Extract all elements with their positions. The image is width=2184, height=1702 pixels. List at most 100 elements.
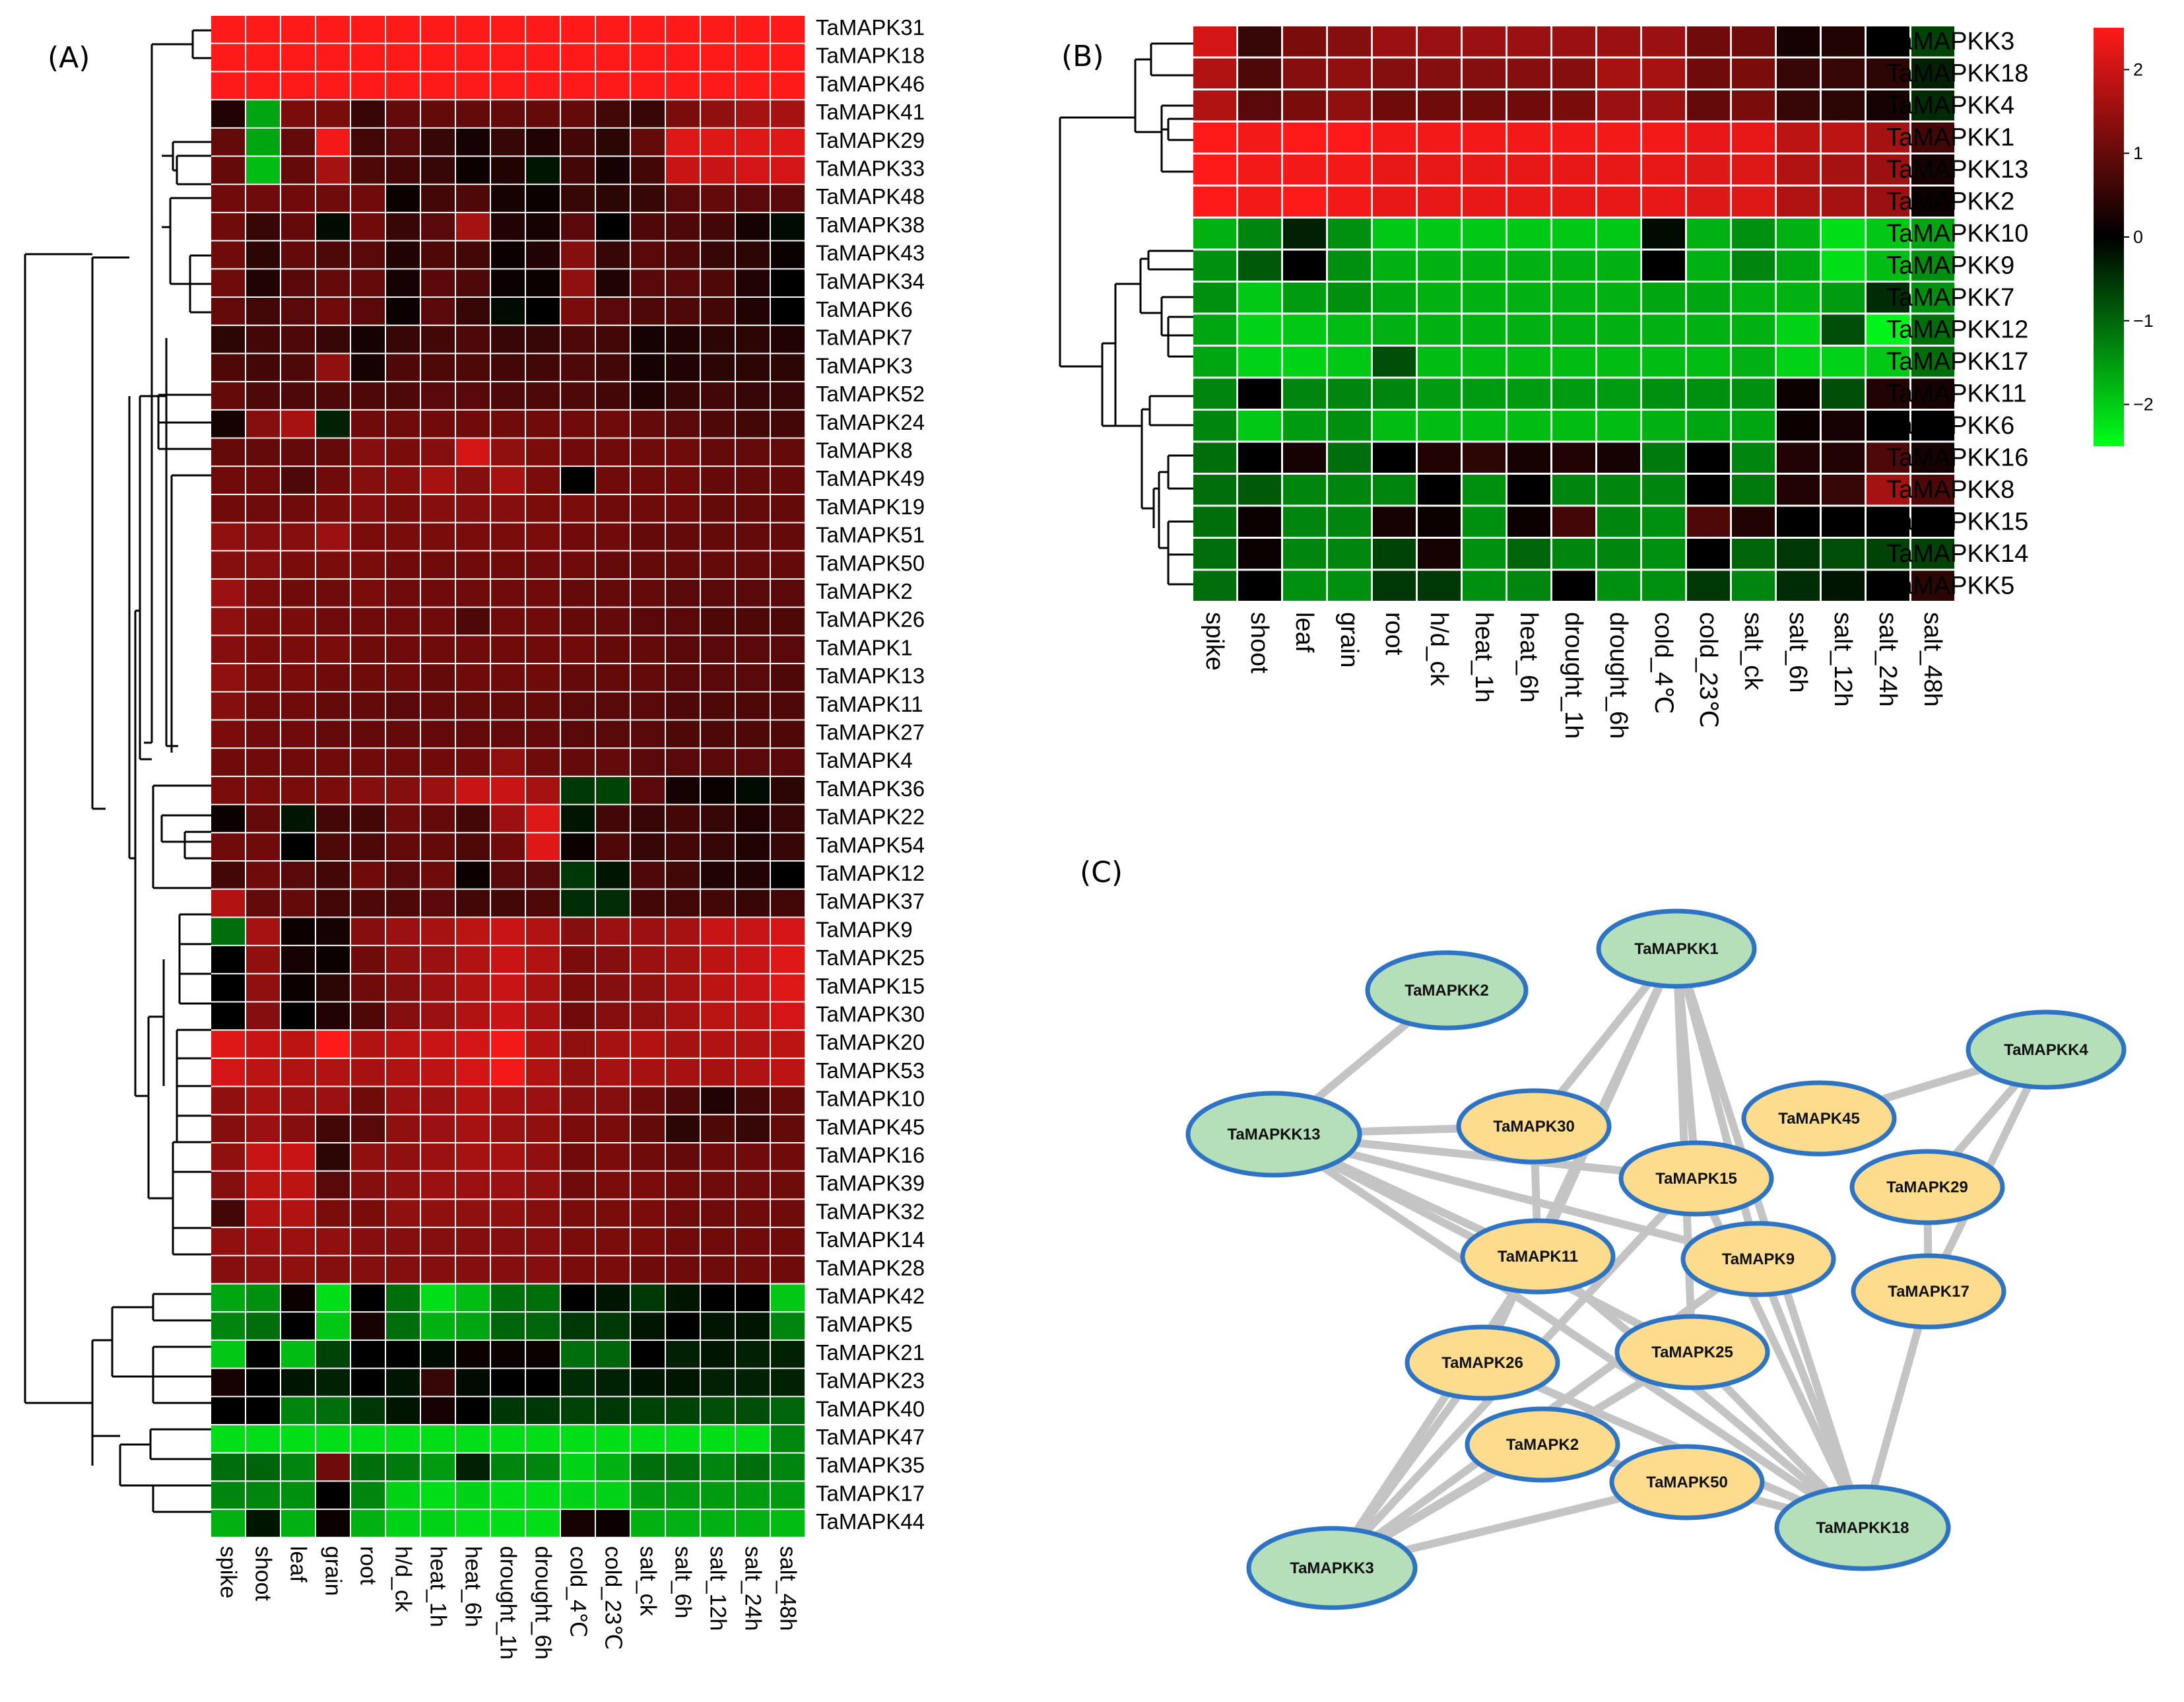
heatmap-a-row-label-tamapk27: TaMAPK27 (816, 720, 925, 745)
heatmap-a-cell-tamapk30-cold-4 (561, 1002, 595, 1030)
heatmap-b-cell-tamapkk5-leaf (1283, 570, 1326, 601)
heatmap-b-cell-tamapkk10-cold-23 (1687, 219, 1730, 249)
heatmap-a-cell-tamapk50-drought-1h (491, 551, 525, 578)
heatmap-b-cell-tamapkk13-grain (1328, 154, 1371, 185)
heatmap-a-cell-tamapk26-h-d-ck (386, 607, 420, 635)
heatmap-b-cell-tamapkk1-cold-4 (1642, 122, 1685, 153)
heatmap-b-cell-tamapkk13-heat-6h (1507, 154, 1550, 185)
heatmap-a-cell-tamapk41-shoot (246, 100, 280, 127)
heatmap-a-cell-tamapk19-salt-24h (736, 494, 770, 522)
heatmap-b-cell-tamapkk1-heat-1h (1463, 122, 1506, 153)
heatmap-a-cell-tamapk49-salt-24h (736, 467, 770, 494)
heatmap-b-cell-tamapkk12-shoot (1238, 314, 1281, 345)
network-node-shape (1618, 1140, 1774, 1217)
heatmap-b-cell-tamapkk14-salt-24h (1867, 539, 1909, 569)
heatmap-a-cell-tamapk46-salt-48h (771, 72, 805, 100)
heatmap-a-cell-tamapk42-spike (211, 1284, 245, 1312)
heatmap-a-cell-tamapk54-heat-6h (456, 833, 490, 860)
heatmap-a-cell-tamapk21-root (351, 1340, 385, 1368)
heatmap-a-cell-tamapk27-root (351, 720, 385, 748)
heatmap-a-cell-tamapk41-salt-24h (736, 100, 770, 127)
heatmap-a-cell-tamapk11-cold-23 (596, 692, 630, 720)
heatmap-a-cell-tamapk54-h-d-ck (386, 833, 420, 860)
heatmap-b-row-label-tamapkk18: TaMAPKK18 (1886, 59, 2028, 87)
heatmap-b-row-label-tamapkk15: TaMAPKK15 (1886, 508, 2028, 535)
heatmap-a-cell-tamapk13-h-d-ck (386, 664, 420, 691)
heatmap-a-cell-tamapk16-salt-6h (666, 1143, 700, 1171)
heatmap-a-row-label-tamapk48: TaMAPK48 (816, 184, 925, 209)
heatmap-b-cell-tamapkk14-leaf (1283, 539, 1326, 569)
network-node-shape (1456, 1088, 1612, 1165)
heatmap-a-cell-tamapk35-salt-6h (666, 1453, 700, 1481)
heatmap-a-cell-tamapk22-cold-23 (596, 805, 630, 833)
heatmap-b-cell-tamapkk12-salt-12h (1822, 314, 1865, 345)
heatmap-a-cell-tamapk41-drought-6h (526, 100, 560, 127)
heatmap-a-cell-tamapk31-grain (316, 16, 350, 43)
heatmap-b-cell-tamapkk10-root (1373, 219, 1416, 249)
heatmap-b-cell-tamapkk6-drought-6h (1597, 411, 1640, 441)
heatmap-a-cell-tamapk46-leaf (281, 72, 315, 100)
heatmap-a-row-label-tamapk26: TaMAPK26 (816, 607, 925, 632)
heatmap-b-column-label-grain: grain (1335, 612, 1363, 668)
heatmap-a-cell-tamapk15-grain (316, 974, 350, 1002)
heatmap-a-row-label-tamapk43: TaMAPK43 (816, 241, 925, 265)
heatmap-a-column-label-h-d-ck: h/d_ck (391, 1546, 416, 1613)
heatmap-a-cell-tamapk44-salt-12h (701, 1510, 735, 1537)
heatmap-a-cell-tamapk9-leaf (281, 918, 315, 945)
heatmap-a-cell-tamapk18-cold-23 (596, 44, 630, 71)
colorbar-gradient (2094, 28, 2124, 446)
heatmap-b-cell-tamapkk10-salt-24h (1867, 219, 1909, 249)
heatmap-a-cell-tamapk5-shoot (246, 1312, 280, 1340)
heatmap-a-cell-tamapk23-salt-24h (736, 1369, 770, 1396)
heatmap-a-cell-tamapk52-root (351, 382, 385, 409)
heatmap-a-row-label-tamapk13: TaMAPK13 (816, 664, 925, 688)
heatmap-a-row-label-tamapk41: TaMAPK41 (816, 100, 925, 124)
heatmap-b-cell-tamapkk5-salt-12h (1822, 570, 1865, 601)
heatmap-a-cell-tamapk40-h-d-ck (386, 1397, 420, 1424)
heatmap-a-cell-tamapk39-heat-6h (456, 1171, 490, 1199)
heatmap-a-cell-tamapk26-leaf (281, 607, 315, 635)
heatmap-a-cell-tamapk24-heat-1h (421, 410, 455, 438)
heatmap-a-cell-tamapk24-spike (211, 410, 245, 438)
heatmap-a-cell-tamapk29-salt-24h (736, 128, 770, 156)
heatmap-a-cell-tamapk18-leaf (281, 44, 315, 71)
heatmap-b-cell-tamapkk12-cold-23 (1687, 314, 1730, 345)
heatmap-a-cell-tamapk49-spike (211, 467, 245, 494)
heatmap-a-cell-tamapk27-salt-12h (701, 720, 735, 748)
heatmap-a-cell-tamapk22-heat-6h (456, 805, 490, 833)
heatmap-a-cell-tamapk48-h-d-ck (386, 185, 420, 212)
heatmap-a-cell-tamapk39-drought-6h (526, 1171, 560, 1199)
heatmap-a-cell-tamapk17-grain (316, 1481, 350, 1509)
heatmap-b-cell-tamapkk4-drought-1h (1552, 90, 1595, 121)
heatmap-a-cell-tamapk28-heat-6h (456, 1256, 490, 1283)
heatmap-a-cell-tamapk44-cold-23 (596, 1510, 630, 1537)
heatmap-a-cell-tamapk8-cold-4 (561, 438, 595, 466)
heatmap-a-cell-tamapk29-drought-6h (526, 128, 560, 156)
heatmap-b-cell-tamapkk10-salt-ck (1732, 219, 1775, 249)
heatmap-b-cell-tamapkk11-grain (1328, 378, 1371, 409)
heatmap-a-cell-tamapk22-salt-24h (736, 805, 770, 833)
heatmap-a-cell-tamapk54-salt-48h (771, 833, 805, 860)
heatmap-b-column-label-spike: spike (1201, 612, 1228, 671)
heatmap-a-row-label-tamapk6: TaMAPK6 (816, 297, 913, 322)
heatmap-b-cell-tamapkk3-drought-1h (1552, 26, 1595, 57)
heatmap-a-cell-tamapk45-h-d-ck (386, 1115, 420, 1142)
heatmap-a-row-label-tamapk25: TaMAPK25 (816, 945, 925, 970)
heatmap-a-cell-tamapk10-salt-ck (631, 1087, 665, 1114)
heatmap-a-cell-tamapk49-grain (316, 467, 350, 494)
heatmap-b-cell-tamapkk16-salt-48h (1911, 442, 1954, 473)
heatmap-a-cell-tamapk38-shoot (246, 213, 280, 240)
heatmap-a-cell-tamapk48-salt-48h (771, 185, 805, 212)
heatmap-a-cell-tamapk13-drought-1h (491, 664, 525, 691)
heatmap-a-cell-tamapk7-grain (316, 325, 350, 353)
heatmap-a-cell-tamapk10-spike (211, 1087, 245, 1114)
heatmap-a-cell-tamapk8-heat-1h (421, 438, 455, 466)
heatmap-a-cell-tamapk5-cold-4 (561, 1312, 595, 1340)
heatmap-a-cell-tamapk20-salt-24h (736, 1031, 770, 1058)
heatmap-b-cell-tamapkk5-drought-1h (1552, 570, 1595, 601)
heatmap-a-cell-tamapk19-leaf (281, 494, 315, 522)
heatmap-a-cell-tamapk38-salt-48h (771, 213, 805, 240)
heatmap-a-cell-tamapk28-cold-4 (561, 1256, 595, 1283)
heatmap-a-cell-tamapk30-salt-ck (631, 1002, 665, 1030)
heatmap-a-cell-tamapk23-leaf (281, 1369, 315, 1396)
